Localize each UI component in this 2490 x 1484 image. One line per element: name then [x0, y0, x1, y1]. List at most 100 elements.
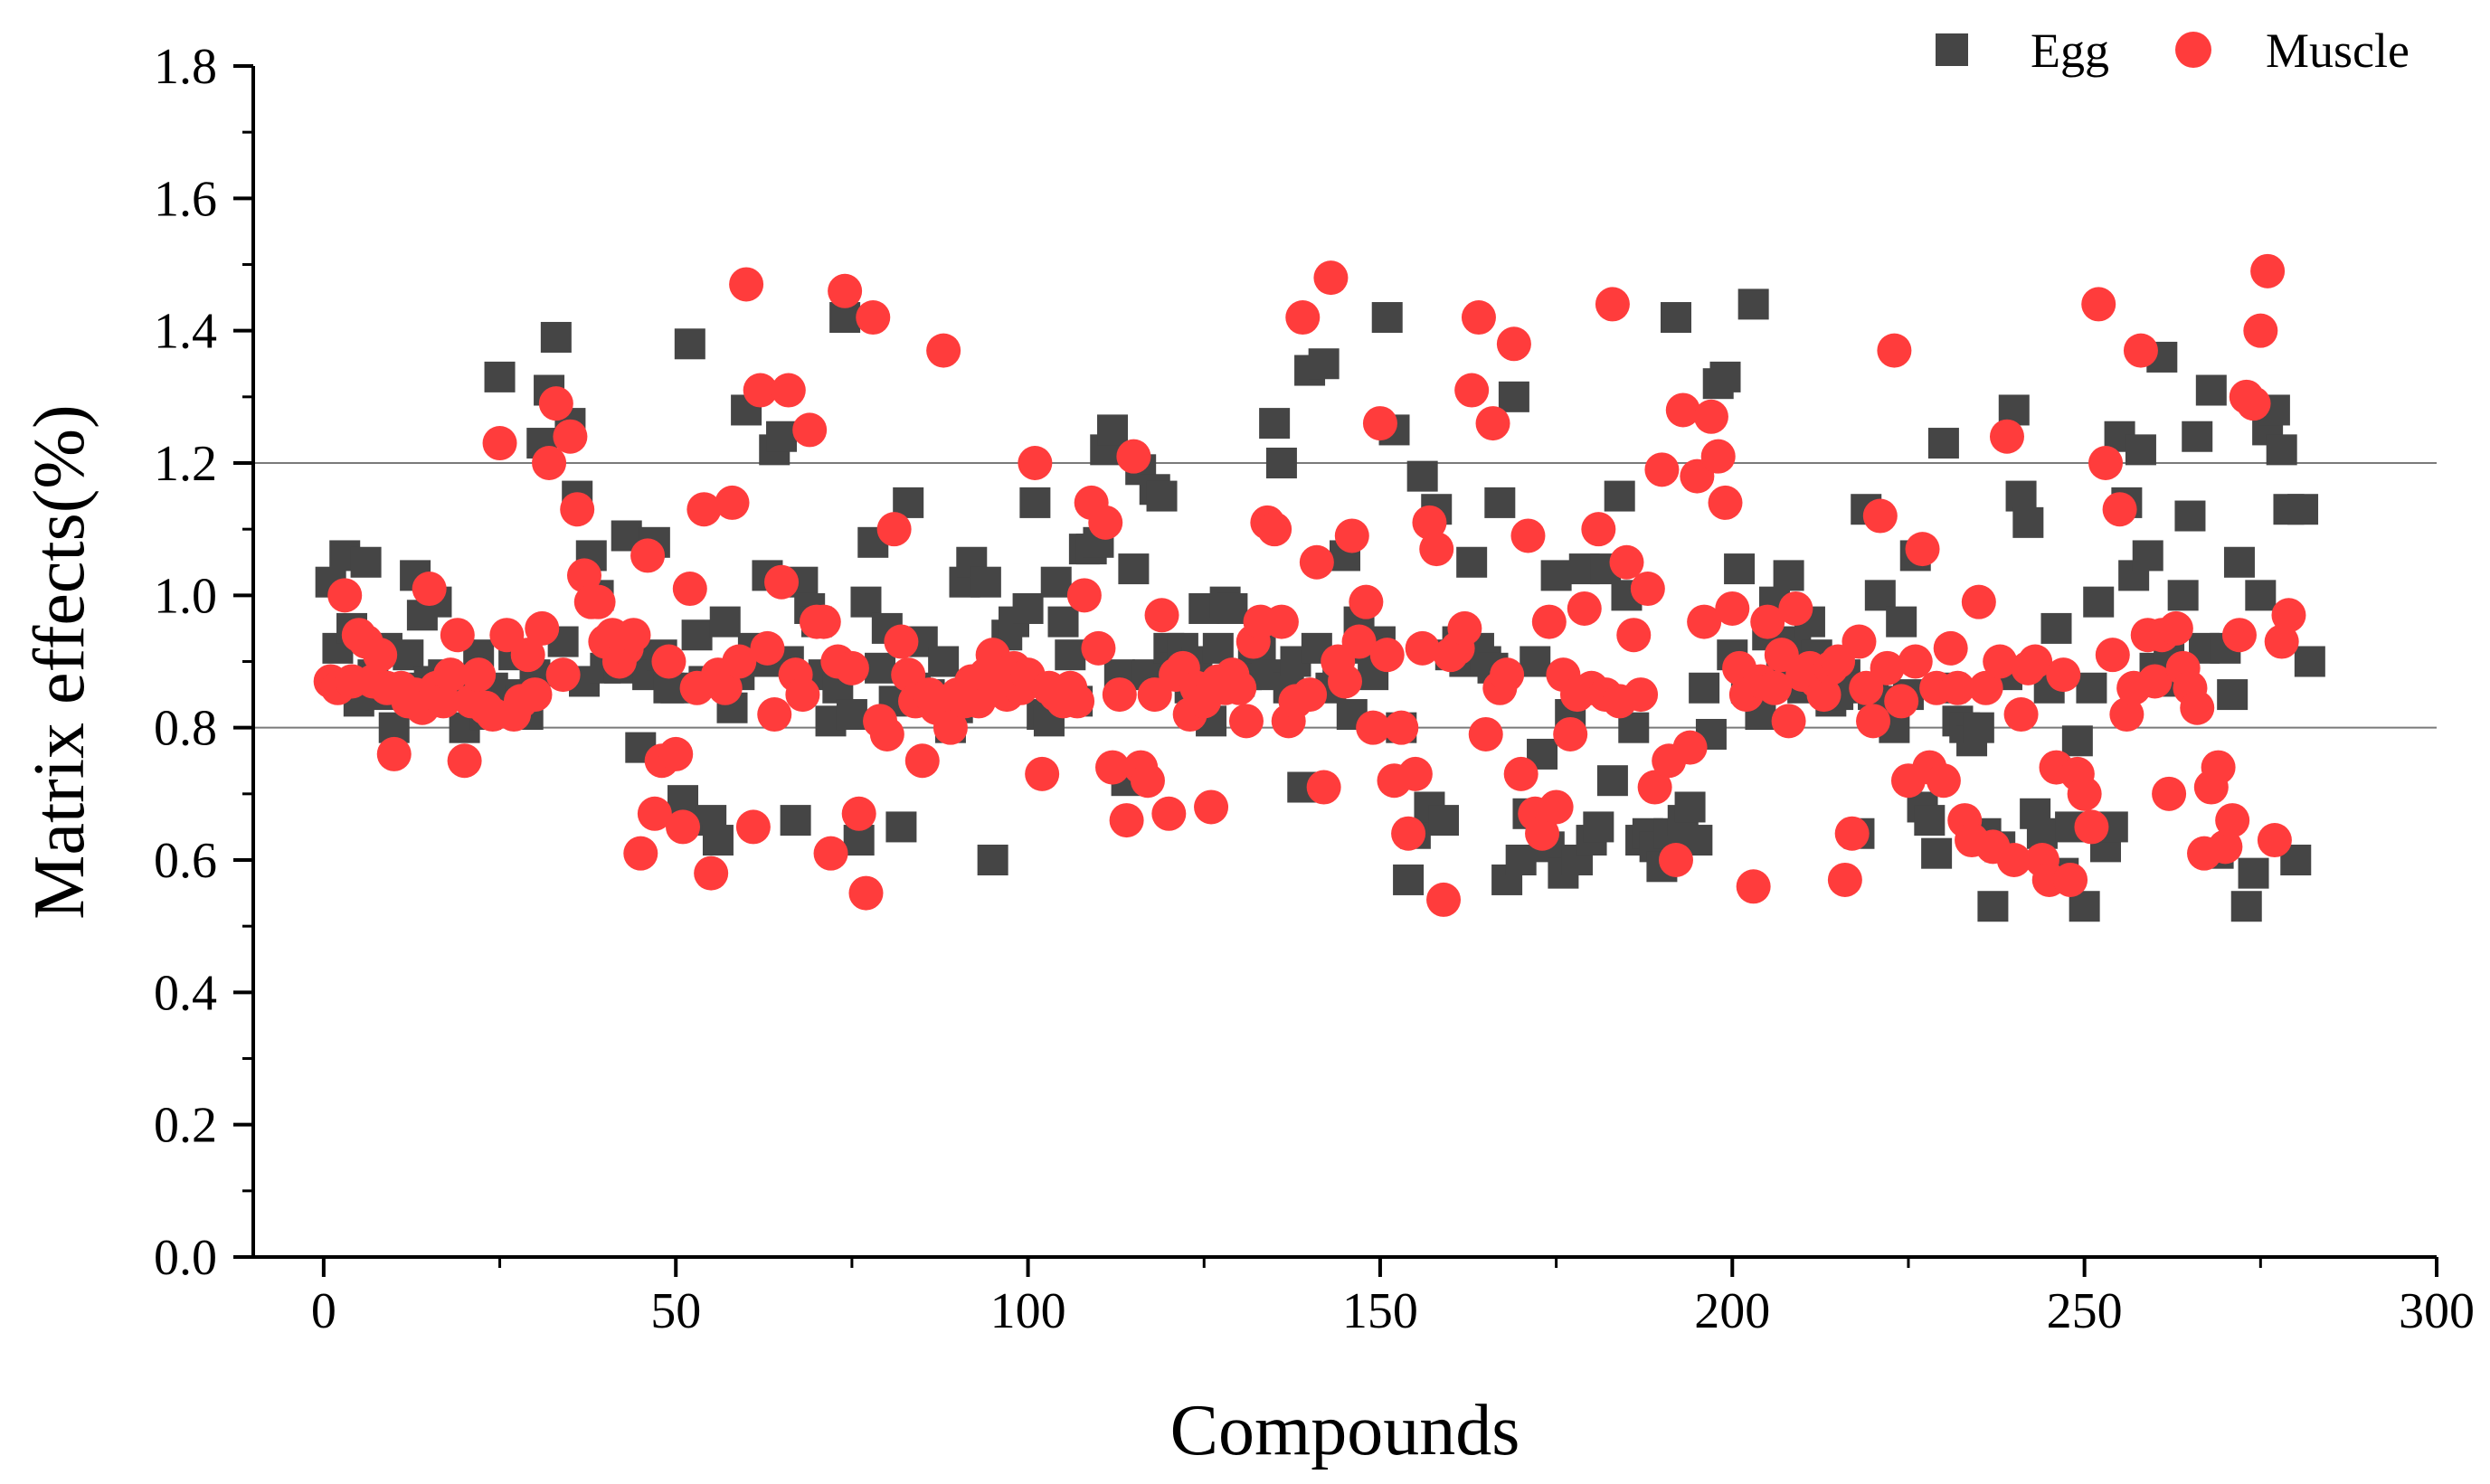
data-point-muscle: [694, 855, 729, 891]
data-point-muscle: [2074, 809, 2109, 845]
data-point-muscle: [1490, 657, 1525, 693]
data-point-muscle: [2088, 446, 2124, 480]
data-point-muscle: [1884, 684, 1919, 719]
data-point-egg: [1596, 765, 1628, 797]
data-points: [313, 253, 2325, 922]
data-point-egg: [2125, 434, 2156, 466]
data-point-egg: [1393, 864, 1425, 895]
data-point-egg: [1265, 448, 1297, 478]
data-point-muscle: [1898, 644, 1933, 679]
data-point-muscle: [461, 657, 497, 693]
data-point-muscle: [1658, 843, 1693, 877]
data-point-egg: [2294, 646, 2325, 677]
data-point-muscle: [750, 630, 785, 666]
data-point-muscle: [1644, 452, 1680, 487]
data-point-muscle: [1841, 624, 1877, 659]
data-point-muscle: [1567, 591, 1602, 626]
data-point-egg: [1583, 811, 1614, 843]
data-point-muscle: [1687, 604, 1722, 639]
data-point-muscle: [1356, 710, 1391, 745]
data-point-muscle: [1581, 512, 1616, 547]
data-point-egg: [1709, 361, 1741, 392]
data-point-muscle: [1856, 704, 1891, 739]
data-point-egg: [850, 586, 882, 618]
y-tick-label: 1.8: [154, 39, 217, 95]
data-point-egg: [2076, 672, 2107, 704]
data-point-egg: [2061, 725, 2093, 757]
x-tick-label: 0: [311, 1283, 336, 1339]
data-point-muscle: [743, 373, 778, 408]
series-egg: [315, 288, 2325, 922]
data-point-egg: [1927, 428, 1959, 459]
data-point-muscle: [525, 610, 560, 646]
data-point-muscle: [926, 333, 961, 368]
data-point-egg: [2266, 434, 2297, 466]
data-point-muscle: [2095, 638, 2130, 673]
data-point-muscle: [1609, 544, 1644, 580]
data-point-egg: [1012, 592, 1044, 624]
data-point-egg: [2167, 580, 2199, 611]
data-point-muscle: [785, 677, 820, 713]
legend-label-egg: Egg: [2031, 24, 2109, 78]
data-point-egg: [1660, 302, 1691, 334]
data-point-muscle: [2215, 803, 2250, 838]
data-point-muscle: [2152, 776, 2187, 811]
data-point-egg: [1371, 302, 1403, 334]
data-point-egg: [2083, 586, 2115, 618]
data-point-muscle: [1384, 710, 1419, 745]
data-point-muscle: [1313, 260, 1349, 296]
data-point-egg: [702, 825, 734, 856]
data-point-egg: [970, 566, 1001, 598]
data-point-muscle: [1341, 624, 1377, 659]
data-point-muscle: [1700, 439, 1736, 474]
data-point-muscle: [1102, 677, 1137, 713]
data-point-muscle: [834, 650, 869, 685]
data-point-egg: [681, 619, 713, 651]
data-point-muscle: [715, 485, 750, 520]
data-point-egg: [928, 646, 960, 677]
data-point-muscle: [1228, 704, 1264, 739]
data-point-egg: [1040, 566, 1072, 598]
data-point-muscle: [482, 426, 517, 461]
data-point-egg: [1914, 805, 1946, 837]
data-point-muscle: [651, 644, 686, 679]
data-point-egg: [1484, 487, 1516, 518]
data-point-egg: [1118, 553, 1150, 585]
data-point-muscle: [1806, 677, 1841, 713]
y-tick-label: 0.0: [154, 1230, 217, 1286]
data-point-muscle: [1496, 326, 1531, 362]
data-point-egg: [1498, 381, 1529, 412]
data-point-muscle: [1419, 532, 1454, 567]
data-point-muscle: [2018, 644, 2053, 679]
x-tick-label: 300: [2399, 1283, 2475, 1339]
legend: Egg Muscle: [1936, 24, 2410, 78]
data-point-muscle: [757, 697, 792, 733]
data-point-muscle: [2250, 253, 2286, 288]
data-point-egg: [2195, 374, 2227, 406]
data-point-egg: [1977, 891, 2009, 922]
data-point-muscle: [2123, 333, 2158, 368]
y-tick-label: 0.2: [154, 1098, 217, 1154]
data-point-muscle: [447, 743, 482, 779]
data-point-muscle: [2102, 492, 2137, 527]
data-point-muscle: [1510, 518, 1546, 553]
data-point-muscle: [545, 657, 581, 693]
data-point-muscle: [1362, 406, 1397, 441]
data-point-muscle: [1397, 756, 1433, 791]
data-point-muscle: [1905, 532, 1940, 567]
data-point-muscle: [2257, 823, 2292, 858]
data-point-muscle: [1369, 638, 1405, 673]
data-point-muscle: [2109, 697, 2144, 733]
data-point-muscle: [1750, 604, 1785, 639]
data-point-muscle: [1475, 406, 1510, 441]
data-point-muscle: [1130, 763, 1165, 799]
data-point-muscle: [1454, 373, 1490, 408]
data-point-muscle: [672, 572, 707, 607]
y-tick-label: 1.4: [154, 304, 217, 360]
data-point-muscle: [616, 618, 651, 653]
data-point-muscle: [426, 684, 461, 719]
data-point-muscle: [1525, 816, 1560, 851]
data-point-muscle: [637, 796, 672, 831]
data-point-muscle: [792, 412, 828, 448]
data-point-muscle: [1989, 419, 2024, 454]
